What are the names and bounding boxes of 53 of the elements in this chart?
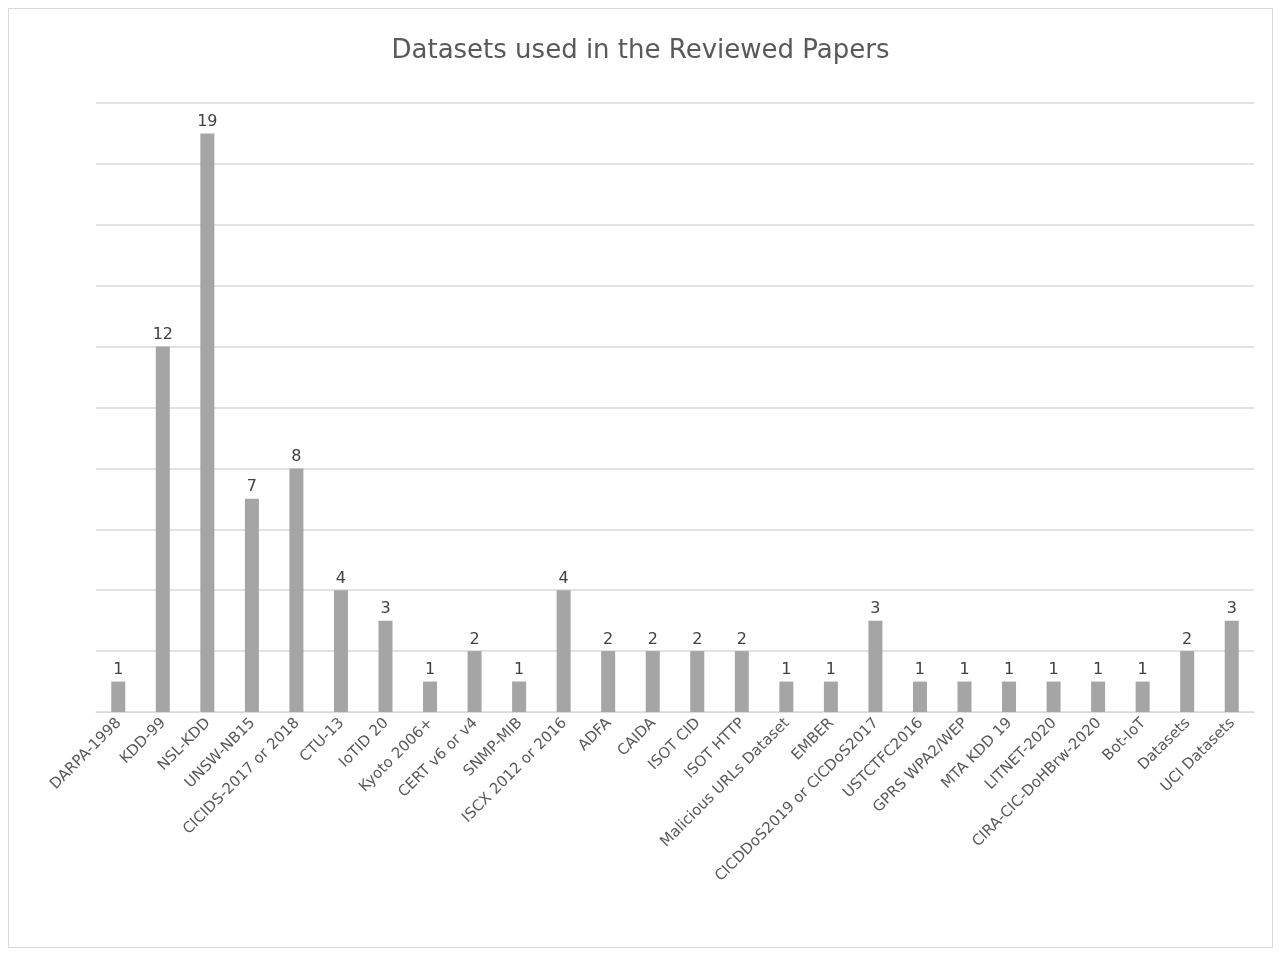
data-label: 1: [825, 659, 836, 679]
data-label: 1: [1048, 659, 1059, 679]
data-label: 12: [152, 324, 173, 344]
bar: [200, 133, 215, 712]
data-label: 3: [870, 598, 881, 618]
bar: [912, 681, 927, 712]
bar: [111, 681, 126, 712]
data-label: 2: [1182, 628, 1193, 648]
bar: [423, 681, 438, 712]
data-label: 3: [1226, 598, 1237, 618]
bar: [1135, 681, 1150, 712]
data-label: 2: [469, 628, 480, 648]
bar: [823, 681, 838, 712]
bar: [601, 651, 616, 712]
bar: [1180, 651, 1195, 712]
data-label: 1: [1093, 659, 1104, 679]
data-label: 4: [558, 567, 569, 587]
bar: [957, 681, 972, 712]
data-label: 1: [424, 659, 436, 679]
data-label: 2: [647, 628, 658, 648]
bar: [244, 498, 259, 712]
bar: [1091, 681, 1106, 712]
data-label: 2: [603, 628, 614, 648]
bar: [1224, 620, 1239, 712]
bar: [868, 620, 883, 712]
bar: [289, 468, 304, 712]
data-label: 1: [1003, 659, 1015, 679]
data-label: 4: [335, 567, 347, 587]
bar: [155, 346, 170, 712]
data-label: 3: [380, 598, 391, 618]
data-label: 19: [197, 110, 218, 130]
bar: [556, 590, 571, 712]
bar: [779, 681, 794, 712]
data-label: 1: [1137, 659, 1148, 679]
data-label: 2: [736, 628, 747, 648]
bar: [512, 681, 527, 712]
data-label: 8: [291, 445, 302, 465]
data-label: 1: [113, 659, 124, 679]
data-label: 1: [781, 659, 792, 679]
bar: [378, 620, 393, 712]
bar: [734, 651, 749, 712]
data-label: 1: [959, 659, 970, 679]
data-label: 2: [692, 628, 703, 648]
data-label: 7: [246, 476, 257, 496]
bar: [1046, 681, 1061, 712]
chart-title: Datasets used in the Reviewed Papers: [391, 34, 890, 64]
data-label: 1: [914, 659, 926, 679]
bar: [690, 651, 705, 712]
bar: [333, 590, 348, 712]
bar: [1002, 681, 1017, 712]
bar: [467, 651, 482, 712]
data-label: 1: [514, 659, 525, 679]
bar: [645, 651, 660, 712]
